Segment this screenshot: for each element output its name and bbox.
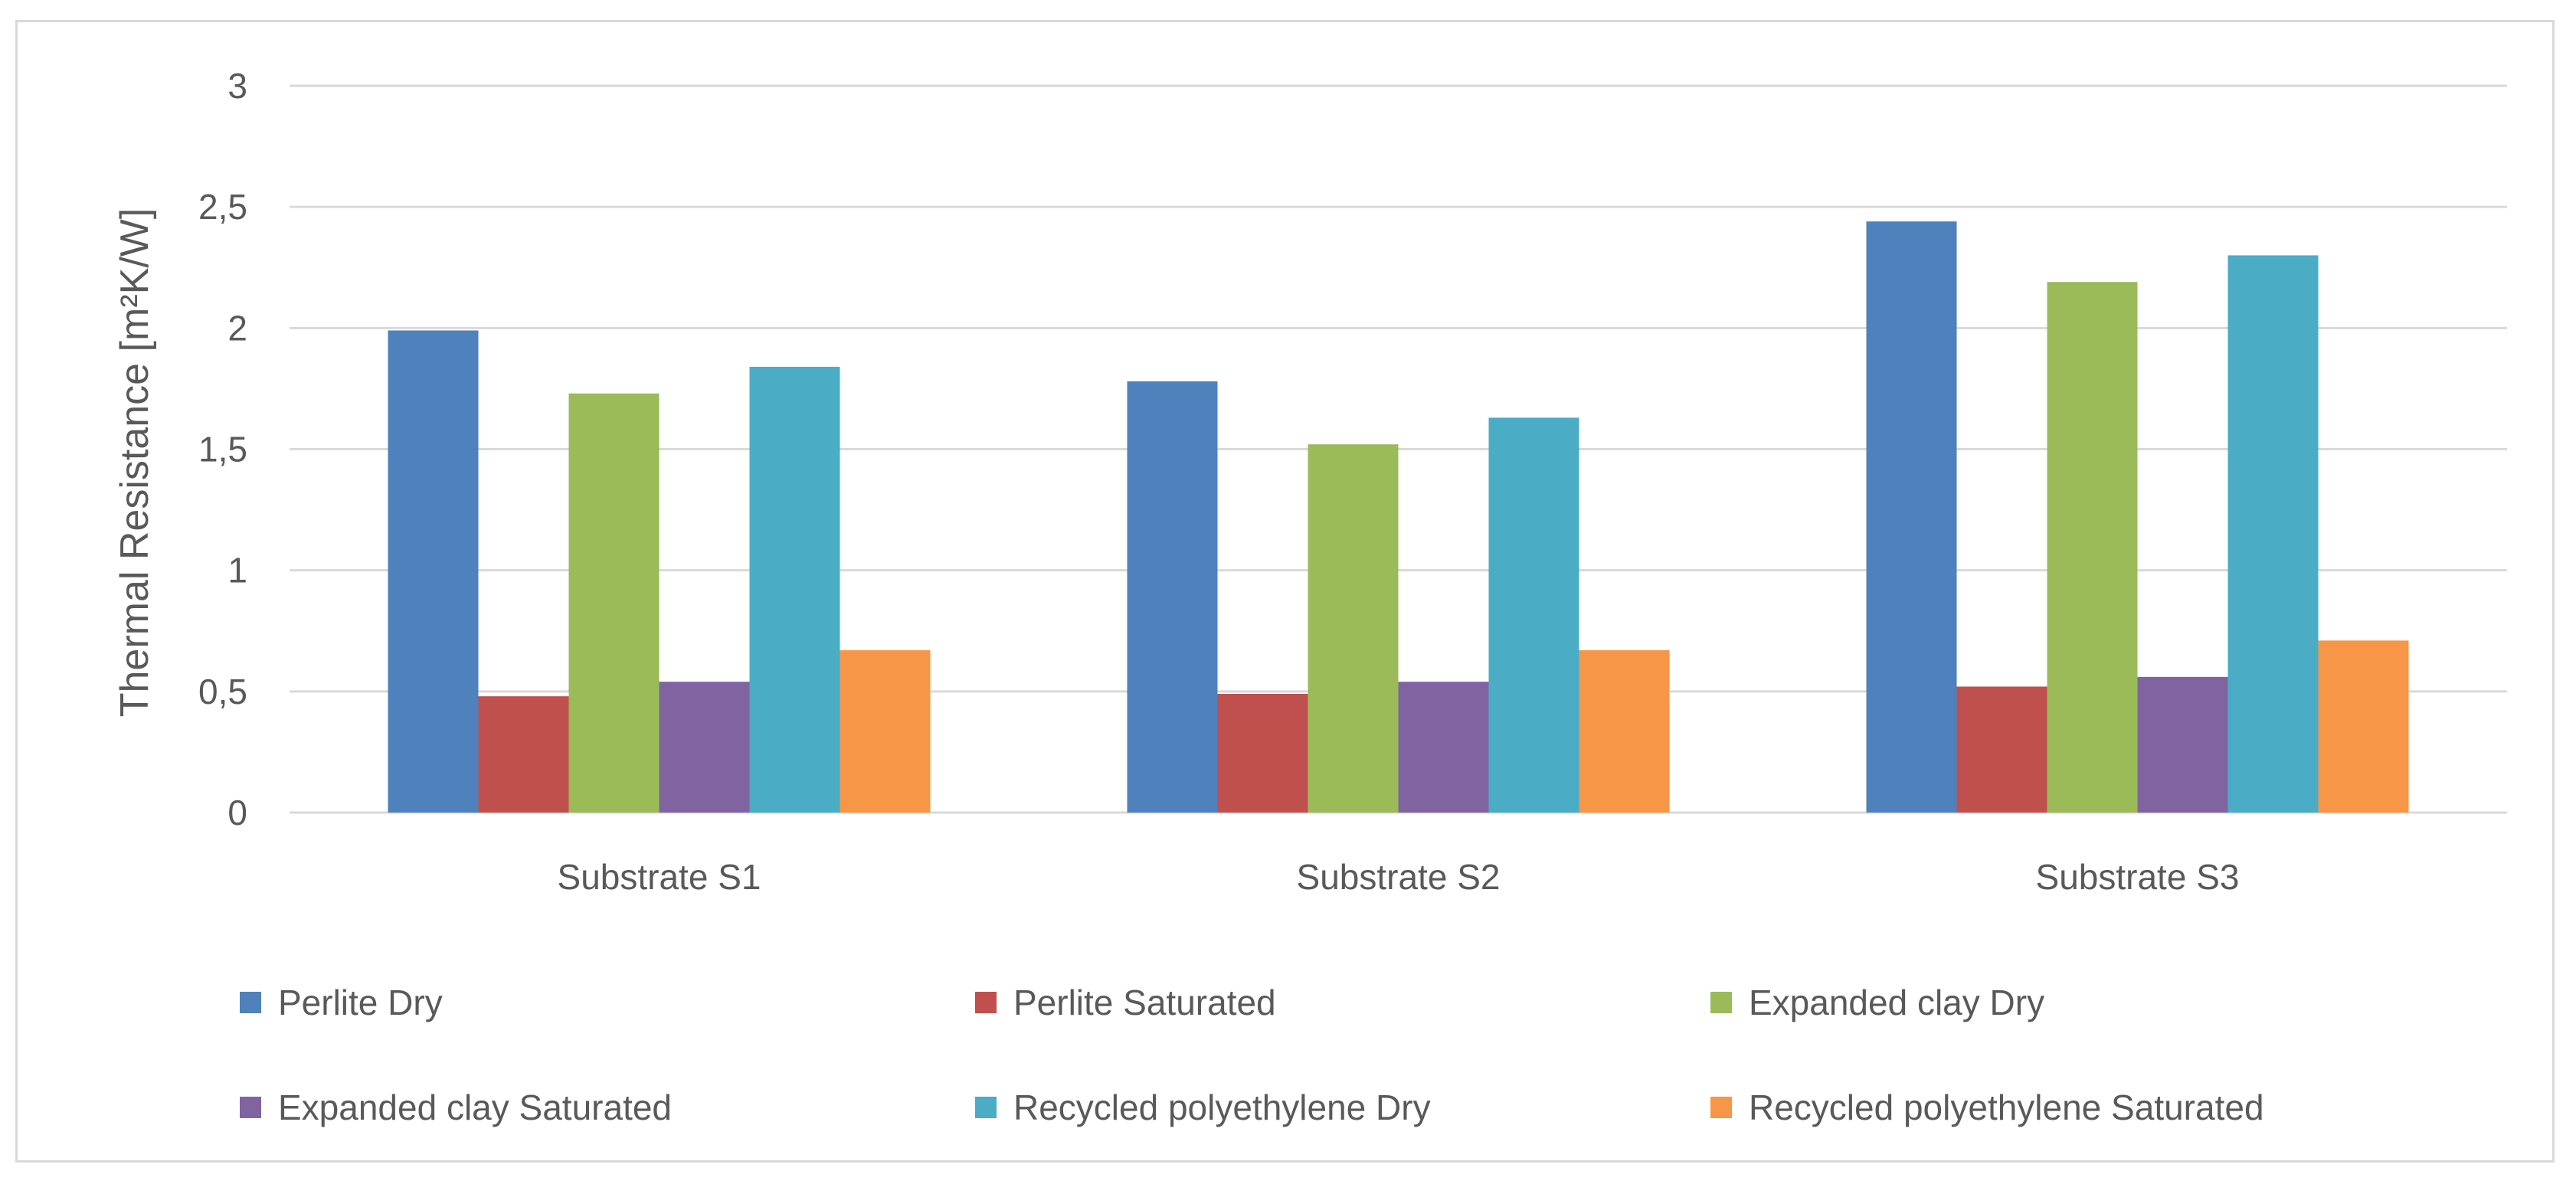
y-tick-label: 2,5 xyxy=(198,187,247,227)
chart-frame: 0 0,5 1 1,5 2 2,5 3 Substrate S1 Substrate S2 Su… xyxy=(15,20,2555,1163)
bar-expanded-clay-saturated-substrate-s1 xyxy=(659,682,750,813)
bars xyxy=(388,221,2409,813)
x-category-label: Substrate S1 xyxy=(558,857,761,897)
bar-recycled-polyethylene-dry-substrate-s2 xyxy=(1488,417,1579,813)
bar-perlite-saturated-substrate-s2 xyxy=(1217,693,1308,813)
bar-perlite-dry-substrate-s3 xyxy=(1866,221,1957,813)
legend-label: Expanded clay Saturated xyxy=(278,1088,673,1127)
bar-recycled-polyethylene-saturated-substrate-s3 xyxy=(2318,640,2409,813)
y-axis-label: Thermal Resistance [m²K/W] xyxy=(113,208,157,718)
y-tick-label: 1,5 xyxy=(198,430,247,469)
legend-item: Recycled polyethylene Saturated xyxy=(1710,1081,2264,1134)
legend-swatch xyxy=(240,1097,261,1118)
y-tick-label: 0 xyxy=(227,793,247,832)
legend-label: Perlite Dry xyxy=(278,983,443,1022)
legend-swatch xyxy=(1710,992,1732,1013)
legend-item: Recycled polyethylene Dry xyxy=(975,1081,1431,1134)
y-tick-label: 2 xyxy=(227,308,247,348)
bar-expanded-clay-saturated-substrate-s3 xyxy=(2137,676,2228,813)
y-axis-ticks: 0 0,5 1 1,5 2 2,5 3 xyxy=(198,66,247,832)
bar-expanded-clay-dry-substrate-s3 xyxy=(2047,282,2138,813)
legend-item: Expanded clay Saturated xyxy=(240,1081,672,1134)
legend: Perlite Dry Perlite Saturated Expanded cla… xyxy=(240,976,2461,1152)
legend-swatch xyxy=(240,992,261,1013)
y-tick-label: 3 xyxy=(227,66,247,106)
legend-label: Recycled polyethylene Dry xyxy=(1013,1088,1431,1127)
legend-label: Perlite Saturated xyxy=(1013,983,1276,1022)
y-tick-label: 1 xyxy=(227,551,247,590)
bar-perlite-dry-substrate-s1 xyxy=(388,330,479,813)
bar-recycled-polyethylene-saturated-substrate-s2 xyxy=(1579,650,1670,813)
bar-perlite-saturated-substrate-s1 xyxy=(478,696,569,813)
bar-perlite-dry-substrate-s2 xyxy=(1127,381,1218,813)
legend-swatch xyxy=(975,1097,997,1118)
legend-swatch xyxy=(975,992,997,1013)
y-tick-label: 0,5 xyxy=(198,672,247,711)
legend-label: Expanded clay Dry xyxy=(1749,983,2045,1022)
legend-item: Perlite Saturated xyxy=(975,976,1276,1029)
bar-recycled-polyethylene-dry-substrate-s1 xyxy=(749,366,840,813)
x-category-label: Substrate S3 xyxy=(2036,857,2240,897)
bar-recycled-polyethylene-saturated-substrate-s1 xyxy=(840,650,931,813)
bar-recycled-polyethylene-dry-substrate-s3 xyxy=(2227,255,2319,813)
legend-item: Perlite Dry xyxy=(240,976,443,1029)
bar-perlite-saturated-substrate-s3 xyxy=(1956,686,2047,813)
legend-label: Recycled polyethylene Saturated xyxy=(1749,1088,2264,1127)
x-category-label: Substrate S2 xyxy=(1297,857,1501,897)
legend-swatch xyxy=(1710,1097,1732,1118)
bar-expanded-clay-dry-substrate-s2 xyxy=(1308,444,1399,813)
legend-item: Expanded clay Dry xyxy=(1710,976,2044,1029)
bar-chart: 00,511,522,53 Substrate S1 Substrate S2 Su… xyxy=(113,66,2507,897)
bar-expanded-clay-dry-substrate-s1 xyxy=(568,393,660,813)
bar-expanded-clay-saturated-substrate-s2 xyxy=(1398,682,1489,813)
x-axis-categories: Substrate S1 Substrate S2 Substrate S3 xyxy=(558,857,2240,897)
